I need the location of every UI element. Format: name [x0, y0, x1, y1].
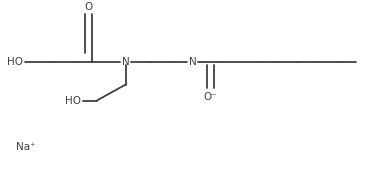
Text: O: O [84, 2, 92, 12]
Text: N: N [122, 57, 129, 67]
Text: HO: HO [7, 57, 23, 67]
Text: HO: HO [65, 96, 81, 106]
Text: Na⁺: Na⁺ [16, 142, 35, 152]
Text: O⁻: O⁻ [203, 92, 217, 102]
Text: N: N [189, 57, 196, 67]
